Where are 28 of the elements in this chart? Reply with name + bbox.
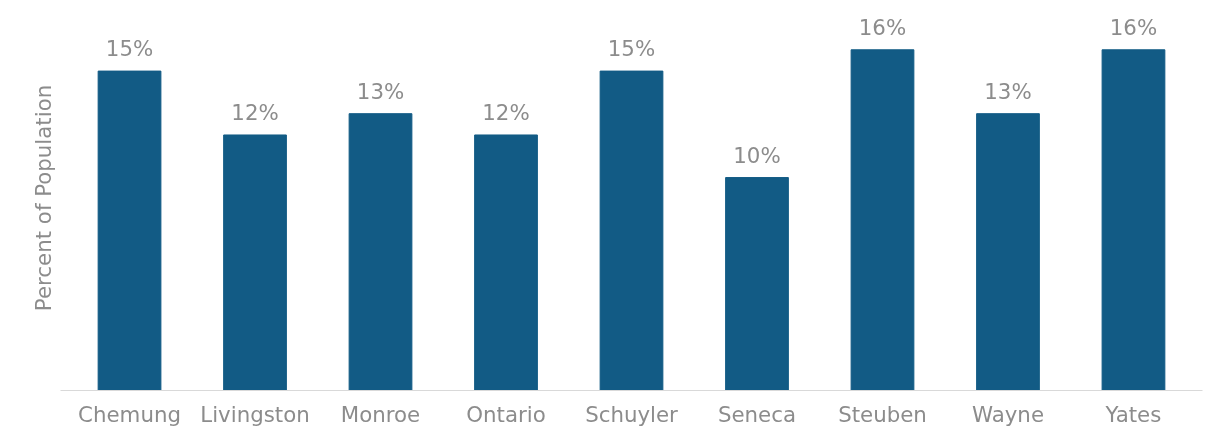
x-tick-label: Yates (1104, 401, 1162, 427)
bar (850, 49, 915, 391)
bar (223, 134, 287, 391)
data-label: 10% (733, 142, 781, 168)
x-tick-label: Ontario (466, 401, 546, 427)
data-label: 13% (356, 78, 405, 104)
y-axis-title: Percent of Population (30, 84, 56, 312)
bar (348, 113, 413, 391)
data-label: 13% (984, 78, 1032, 104)
bar (725, 177, 789, 391)
data-label: 12% (482, 99, 530, 125)
bar (474, 134, 538, 391)
bar (976, 113, 1040, 391)
data-label: 16% (858, 14, 907, 40)
bar (97, 70, 162, 391)
x-tick-label: Monroe (340, 401, 421, 427)
data-label: 15% (105, 36, 154, 62)
x-tick-label: Steuben (838, 401, 927, 427)
data-label: 15% (607, 36, 656, 62)
x-tick-label: Schuyler (585, 401, 679, 427)
data-label: 16% (1109, 14, 1158, 40)
bar (599, 70, 664, 391)
x-tick-label: Livingston (200, 401, 310, 427)
x-tick-label: Wayne (971, 401, 1045, 427)
x-tick-label: Chemung (78, 401, 181, 427)
bar (1101, 49, 1166, 391)
data-label: 12% (231, 99, 279, 125)
x-tick-label: Seneca (717, 401, 797, 427)
